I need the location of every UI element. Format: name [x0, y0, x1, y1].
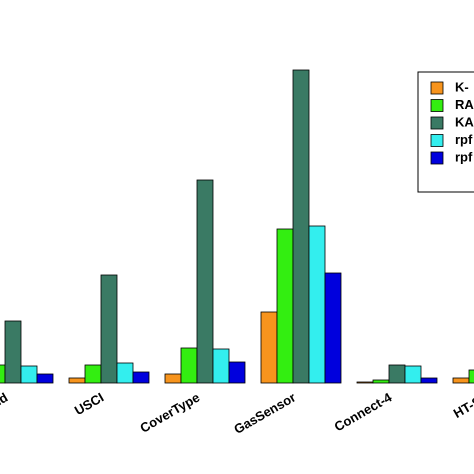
bar [452, 377, 470, 384]
legend-swatch [430, 81, 444, 95]
bar [180, 347, 198, 384]
bar [276, 228, 294, 384]
bar [0, 364, 6, 384]
legend-swatch [430, 151, 444, 165]
bar [372, 379, 390, 384]
legend-label: rpf [455, 149, 473, 164]
bar [212, 348, 230, 384]
bar [228, 361, 246, 384]
bar [164, 373, 182, 384]
bar [420, 377, 438, 384]
bar [404, 365, 422, 384]
bar [324, 272, 342, 384]
legend-label: RA [455, 97, 474, 112]
x-tick-label: USCI [72, 390, 106, 419]
bar [68, 377, 86, 384]
legend-swatch [430, 134, 444, 147]
x-tick-label: CoverType [137, 390, 202, 436]
legend-swatch [430, 116, 444, 130]
bar [100, 274, 118, 384]
legend-label: K- [455, 79, 469, 94]
bar [36, 373, 54, 384]
legend-label: KA [455, 114, 474, 129]
bar [468, 369, 474, 384]
bar [116, 362, 134, 384]
bar [292, 69, 310, 384]
bar [196, 179, 214, 384]
bar [388, 364, 406, 384]
x-tick-label: and [0, 390, 10, 415]
bar [132, 371, 150, 384]
bar [84, 364, 102, 384]
x-tick-label: Connect-4 [332, 389, 395, 434]
bar [308, 225, 326, 384]
legend-label: rpf [455, 132, 473, 147]
legend-swatch [430, 99, 444, 112]
x-tick-label: HT-Se [451, 390, 474, 421]
legend-box [417, 71, 474, 193]
bar [260, 311, 278, 384]
bar [4, 320, 22, 384]
bar [356, 381, 374, 384]
x-tick-label: GasSensor [231, 390, 298, 437]
bar [20, 365, 38, 384]
